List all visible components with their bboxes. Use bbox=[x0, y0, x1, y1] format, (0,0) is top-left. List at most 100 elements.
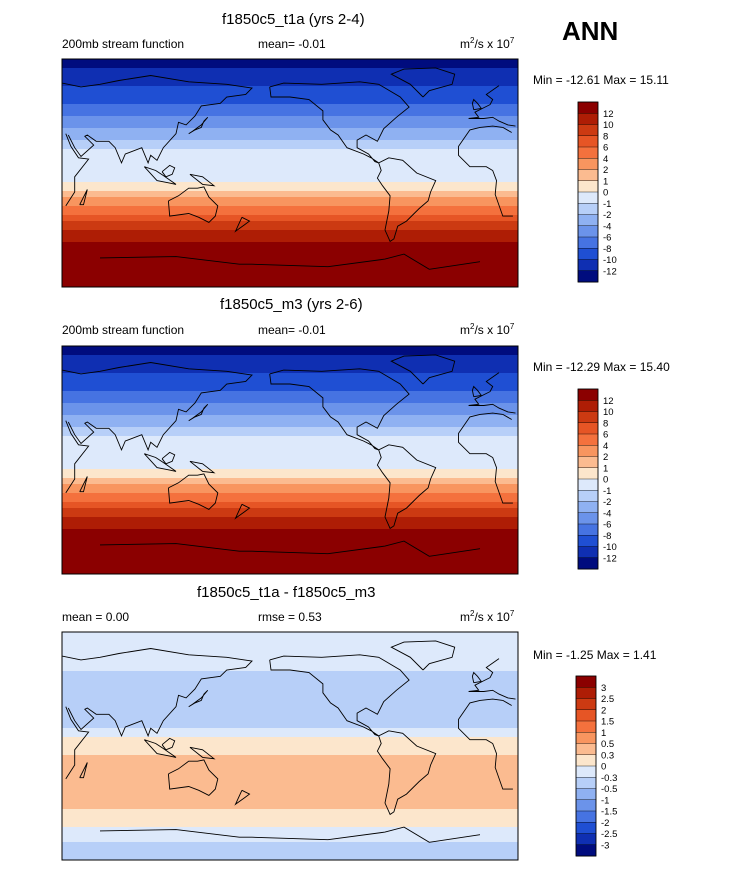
coastline bbox=[189, 746, 216, 760]
field-band bbox=[62, 391, 518, 395]
field-band bbox=[62, 349, 518, 353]
field-band bbox=[62, 454, 518, 458]
colorbar-swatch bbox=[577, 270, 599, 283]
panel-2-mean-label: mean= -0.01 bbox=[258, 323, 326, 337]
field-band bbox=[62, 662, 518, 666]
field-band bbox=[62, 179, 518, 183]
colorbar-tick-label: -4 bbox=[603, 508, 611, 519]
field-band bbox=[62, 472, 518, 476]
colorbar-tick-label: 0 bbox=[603, 475, 608, 486]
field-band bbox=[62, 632, 518, 636]
field-band bbox=[62, 767, 518, 771]
field-band bbox=[62, 797, 518, 801]
colorbar-swatch bbox=[577, 388, 599, 401]
colorbar-tick-label: -2 bbox=[603, 210, 611, 221]
coastline bbox=[143, 453, 177, 472]
field-band bbox=[62, 122, 518, 126]
colorbar-tick-label: -2.5 bbox=[601, 829, 617, 840]
colorbar-tick-label: -2 bbox=[603, 497, 611, 508]
field-band bbox=[62, 674, 518, 678]
field-band bbox=[62, 782, 518, 786]
field-band bbox=[62, 233, 518, 237]
field-band bbox=[62, 424, 518, 428]
field-band bbox=[62, 785, 518, 789]
colorbar-tick-label: -8 bbox=[603, 531, 611, 542]
field-band bbox=[62, 653, 518, 657]
field-band bbox=[62, 134, 518, 138]
colorbar-tick-label: -8 bbox=[603, 244, 611, 255]
field-band bbox=[62, 418, 518, 422]
panel-2-title: f1850c5_m3 (yrs 2-6) bbox=[220, 296, 363, 313]
colorbar-tick-label: 1 bbox=[603, 463, 608, 474]
field-band bbox=[62, 526, 518, 530]
field-band bbox=[62, 236, 518, 240]
coastline bbox=[65, 698, 513, 790]
coastline bbox=[188, 689, 209, 708]
map-field-1 bbox=[62, 59, 518, 287]
panel-2-units: m2/s x 107 bbox=[460, 322, 515, 338]
colorbar-swatch bbox=[577, 501, 599, 514]
colorbar-tick-label: 2.5 bbox=[601, 694, 614, 705]
panel-2-minmax: Min = -12.29 Max = 15.40 bbox=[533, 360, 670, 374]
field-band bbox=[62, 656, 518, 660]
colorbar-swatch bbox=[575, 687, 597, 700]
field-band bbox=[62, 230, 518, 234]
colorbar-swatch bbox=[577, 248, 599, 261]
field-band bbox=[62, 427, 518, 431]
field-band bbox=[62, 173, 518, 177]
coastline bbox=[269, 654, 410, 737]
map-panel-2 bbox=[61, 345, 519, 575]
colorbar-tick-label: -1 bbox=[603, 199, 611, 210]
field-band bbox=[62, 400, 518, 404]
colorbar-tick-label: 4 bbox=[603, 441, 608, 452]
colorbar-tick-label: 1 bbox=[603, 176, 608, 187]
field-band bbox=[62, 520, 518, 524]
field-band bbox=[62, 731, 518, 735]
field-band bbox=[62, 514, 518, 518]
field-band bbox=[62, 161, 518, 165]
field-band bbox=[62, 496, 518, 500]
field-band bbox=[62, 116, 518, 120]
field-band bbox=[62, 677, 518, 681]
field-band bbox=[62, 98, 518, 102]
field-band bbox=[62, 803, 518, 807]
colorbar-frame bbox=[575, 675, 597, 857]
field-band bbox=[62, 773, 518, 777]
coastline bbox=[188, 403, 209, 422]
colorbar-swatch bbox=[575, 833, 597, 846]
field-band bbox=[62, 182, 518, 186]
colorbar-tick-label: 6 bbox=[603, 430, 608, 441]
field-band bbox=[62, 406, 518, 410]
field-band bbox=[62, 635, 518, 639]
coastline bbox=[79, 762, 88, 779]
coastline bbox=[390, 354, 456, 385]
field-band bbox=[62, 358, 518, 362]
season-label: ANN bbox=[562, 16, 619, 46]
coastline bbox=[390, 640, 456, 671]
colorbar-swatch bbox=[577, 124, 599, 137]
field-band bbox=[62, 86, 518, 90]
field-band bbox=[62, 818, 518, 822]
colorbar-swatch bbox=[577, 135, 599, 148]
field-band bbox=[62, 125, 518, 129]
field-band bbox=[62, 686, 518, 690]
colorbar-tick-label: 2 bbox=[603, 452, 608, 463]
colorbar-tick-label: 1 bbox=[601, 728, 606, 739]
coastline bbox=[99, 540, 481, 557]
field-band bbox=[62, 373, 518, 377]
field-band bbox=[62, 550, 518, 554]
field-band bbox=[62, 800, 518, 804]
field-band bbox=[62, 251, 518, 255]
field-band bbox=[62, 215, 518, 219]
field-band bbox=[62, 221, 518, 225]
field-band bbox=[62, 263, 518, 267]
field-band bbox=[62, 478, 518, 482]
coastline bbox=[99, 253, 481, 270]
colorbar-swatch bbox=[577, 478, 599, 491]
colorbar-swatch bbox=[575, 720, 597, 733]
field-band bbox=[62, 242, 518, 246]
field-band bbox=[62, 490, 518, 494]
field-band bbox=[62, 544, 518, 548]
field-band bbox=[62, 806, 518, 810]
map-frame bbox=[61, 345, 519, 575]
